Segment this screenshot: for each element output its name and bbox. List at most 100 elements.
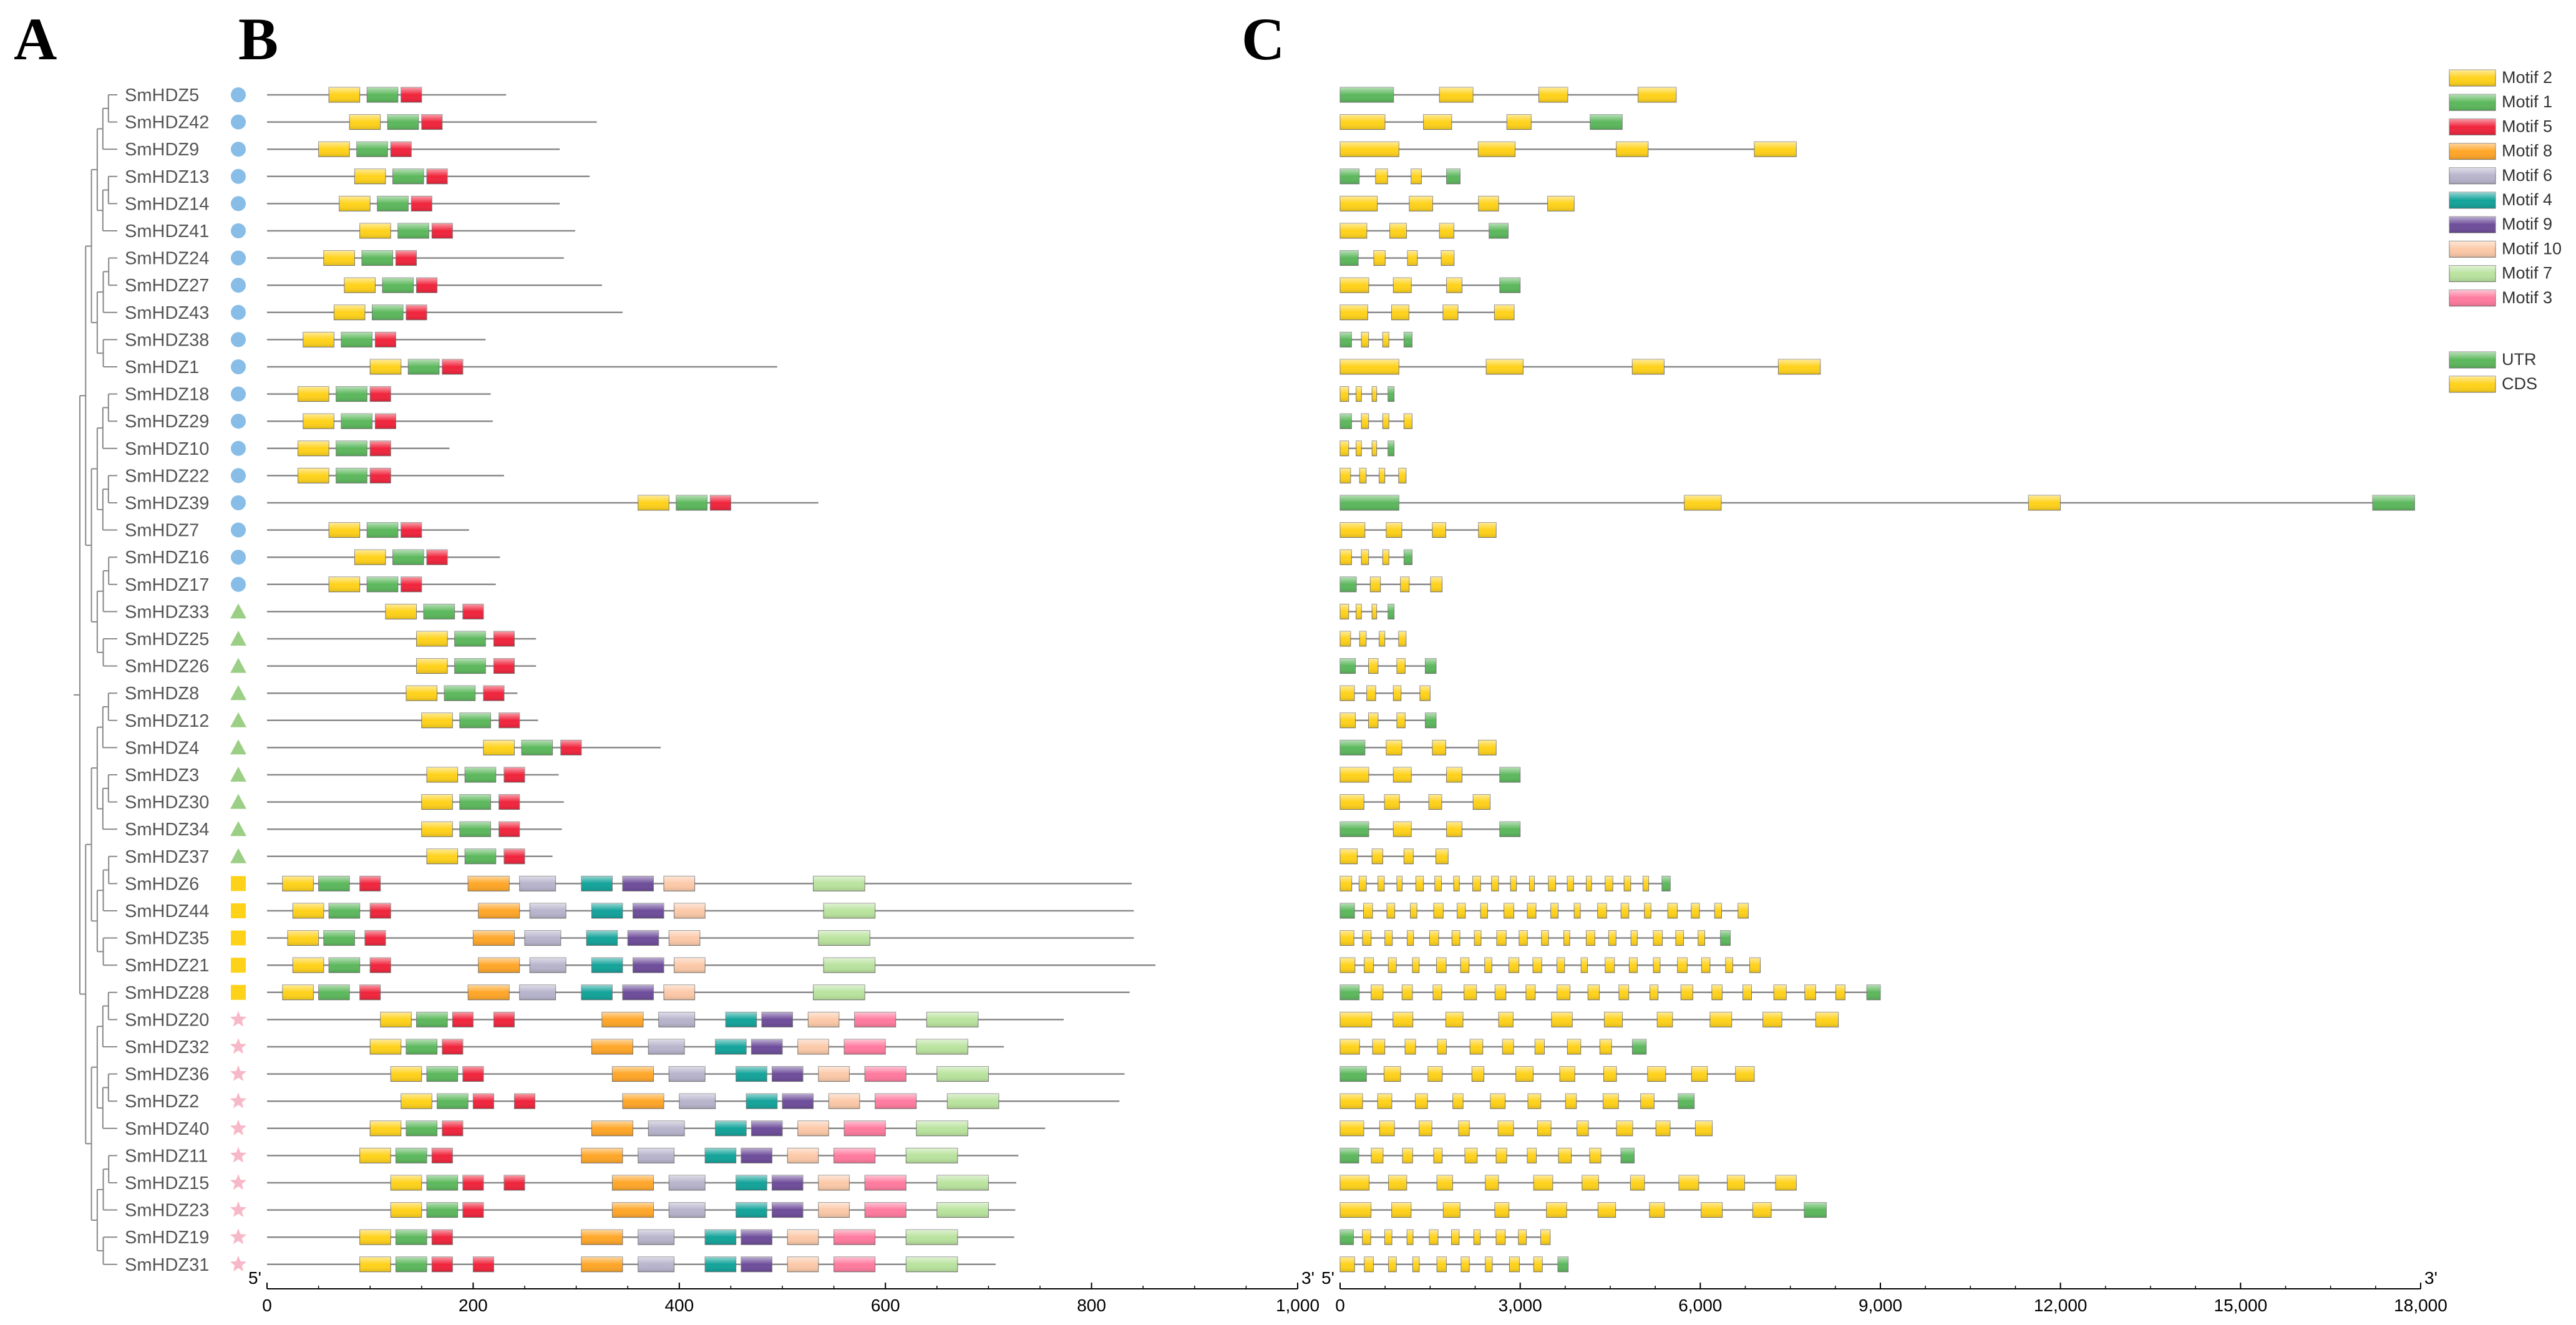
motif-box-shade — [622, 1094, 664, 1109]
exon-shade — [1749, 958, 1761, 973]
exon-shade — [1742, 984, 1752, 1000]
exon-shade — [1457, 903, 1465, 918]
exon-shade — [1388, 1256, 1397, 1272]
exon-shade — [1603, 1094, 1619, 1109]
exon-shade — [1340, 468, 1351, 483]
motif-box-shade — [906, 1256, 958, 1272]
motif-box-shade — [875, 1094, 916, 1109]
exon-shade — [1361, 332, 1369, 347]
motif-box-shade — [370, 386, 391, 402]
gene-label: SmHDZ40 — [125, 1119, 209, 1139]
motif-box-shade — [462, 1175, 484, 1190]
group-marker-star-icon — [230, 1255, 247, 1272]
exon-shade — [1411, 168, 1422, 184]
exon-shade — [1470, 1039, 1483, 1054]
motif-box-shade — [391, 1175, 422, 1190]
motif-box-shade — [751, 1120, 782, 1136]
exon-shade — [1372, 604, 1377, 619]
exon-shade — [1815, 1012, 1839, 1027]
exon-shade — [1647, 1066, 1666, 1082]
exon-shade — [1340, 1066, 1367, 1082]
motif-box-shade — [303, 414, 334, 429]
group-marker-triangle-icon — [230, 821, 246, 837]
motif-axis-tick-label: 200 — [459, 1296, 488, 1315]
group-marker-circle-icon — [231, 414, 246, 429]
exon-shade — [1439, 87, 1474, 102]
exon-shade — [1356, 386, 1362, 402]
gene-structure-panel — [1339, 87, 2415, 1273]
group-marker-circle-icon — [231, 386, 246, 402]
exon-shade — [1509, 958, 1519, 973]
group-marker-square-icon — [231, 984, 246, 1000]
exon-shade — [1340, 1175, 1369, 1190]
motif-box-shade — [926, 1012, 978, 1027]
exon-shade — [1359, 468, 1366, 483]
exon-shade — [1396, 658, 1406, 674]
motif-box-shade — [787, 1148, 819, 1163]
motif-box-shade — [392, 550, 424, 565]
gene-label: SmHDZ41 — [125, 221, 209, 241]
gene-label: SmHDZ5 — [125, 85, 199, 105]
exon-shade — [1392, 1012, 1413, 1027]
exon-shade — [1425, 658, 1436, 674]
panel-label-c: C — [1242, 6, 1285, 72]
exon-shade — [1412, 958, 1419, 973]
legend-swatch-shade — [2449, 70, 2496, 86]
exon-shade — [2028, 495, 2061, 510]
exon-shade — [1340, 168, 1359, 184]
exon-shade — [1497, 930, 1507, 946]
motif-box-shade — [638, 495, 669, 510]
legend-label: Motif 6 — [2502, 166, 2552, 185]
group-marker-circle-icon — [231, 223, 246, 238]
motif-box-shade — [454, 658, 486, 674]
motif-box-shade — [581, 984, 613, 1000]
exon-shade — [1340, 740, 1365, 755]
gene-label: SmHDZ28 — [125, 983, 209, 1003]
exon-shade — [1558, 1256, 1568, 1272]
motif-box-shade — [560, 740, 581, 755]
group-marker-triangle-icon — [230, 631, 246, 646]
motif-box-shade — [298, 440, 329, 456]
exon-shade — [1378, 1094, 1392, 1109]
motif-box-shade — [530, 958, 566, 973]
motif-box-shade — [318, 984, 350, 1000]
exon-shade — [1407, 1230, 1413, 1245]
motif-box-shade — [370, 468, 391, 483]
motif-box-shade — [396, 250, 417, 266]
exon-shade — [1340, 304, 1368, 320]
motif-box-shade — [444, 686, 475, 701]
motif-box-shade — [359, 1148, 391, 1163]
motif-box-shade — [416, 278, 437, 293]
motif-axis-tick-label: 1,000 — [1276, 1296, 1320, 1315]
motif-box-shade — [298, 386, 329, 402]
exon-shade — [1621, 903, 1629, 918]
exon-shade — [1409, 196, 1433, 211]
motif-box-shade — [813, 984, 865, 1000]
motif-box-shade — [396, 1148, 427, 1163]
exon-shade — [2373, 495, 2415, 510]
exon-shade — [1588, 984, 1600, 1000]
exon-shade — [1434, 903, 1444, 918]
gene-label: SmHDZ29 — [125, 412, 209, 432]
exon-shade — [1678, 1175, 1699, 1190]
exon-shade — [1558, 1148, 1572, 1163]
exon-shade — [1661, 876, 1671, 891]
exon-shade — [1384, 1230, 1392, 1245]
exon-shade — [1340, 1039, 1360, 1054]
motif-box-shade — [282, 984, 314, 1000]
motif-box-shade — [462, 604, 484, 619]
exon-shade — [1404, 550, 1412, 565]
motif-axis: 0 200 400 600 800 1,000 5' 3' — [248, 1268, 1320, 1315]
exon-shade — [1774, 984, 1787, 1000]
exon-shade — [1340, 414, 1352, 429]
exon-shade — [1478, 196, 1499, 211]
exon-shade — [1396, 712, 1406, 728]
exon-shade — [1778, 359, 1820, 374]
motif-box-shade — [834, 1148, 875, 1163]
exon-shade — [1515, 1066, 1533, 1082]
motif-box-shade — [336, 440, 367, 456]
gene-label: SmHDZ15 — [125, 1173, 209, 1193]
exon-shade — [1340, 876, 1352, 891]
exon-shade — [1541, 930, 1549, 946]
motif-box-shade — [465, 767, 496, 782]
